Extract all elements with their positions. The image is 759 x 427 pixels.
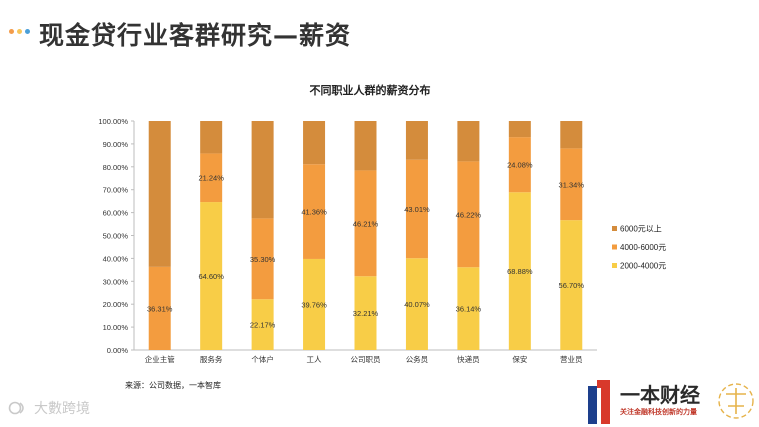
x-tick-label: 个体户 (251, 354, 274, 364)
bar-segment-1 (148, 266, 171, 350)
watermark-logo-icon (8, 401, 24, 415)
bar-segment-2 (200, 121, 223, 154)
data-label: 22.17% (250, 321, 276, 330)
data-label: 39.76% (301, 300, 327, 309)
title-dot (17, 29, 22, 34)
title-dot (25, 29, 30, 34)
bar-segment-0 (354, 276, 377, 350)
bar-segment-2 (303, 121, 326, 165)
y-tick-label: 50.00% (103, 232, 129, 241)
legend-label: 4000-6000元 (620, 243, 666, 252)
legend-label: 2000-4000元 (620, 262, 666, 271)
brand-seal-icon (718, 383, 754, 419)
page-title: 现金贷行业客群研究—薪资 (39, 21, 352, 50)
legend-swatch (612, 244, 617, 250)
data-label: 35.30% (250, 255, 276, 264)
bar-segment-1 (200, 153, 223, 203)
x-tick-label: 快递员 (457, 354, 480, 364)
y-tick-label: 10.00% (103, 323, 129, 332)
bar-segment-1 (560, 148, 583, 221)
bar-segment-0 (405, 258, 428, 350)
data-label: 64.60% (198, 272, 224, 281)
bar-segment-1 (457, 161, 480, 268)
data-label: 46.22% (456, 210, 482, 219)
y-tick-label: 30.00% (103, 277, 129, 286)
x-tick-label: 公司职员 (351, 355, 381, 364)
brand-name: 一本财经 (620, 383, 700, 407)
y-tick-label: 60.00% (103, 209, 129, 218)
y-tick-label: 80.00% (103, 163, 129, 172)
bar-segment-0 (560, 220, 583, 350)
watermark: 大數跨境 (8, 398, 90, 418)
bar-segment-2 (405, 121, 428, 160)
data-label: 32.21% (353, 309, 379, 318)
brand-block: 一本财经 关注金融科技创新的力量 (586, 375, 759, 427)
bar-segment-1 (251, 218, 274, 300)
x-tick-label: 保安 (512, 354, 527, 364)
brand-logo-icon (588, 380, 610, 424)
y-tick-label: 100.00% (98, 117, 128, 126)
source-note: 来源：公司数据，一本智库 (125, 381, 221, 390)
bar-segment-0 (508, 192, 531, 350)
bar-segment-2 (508, 121, 531, 138)
bar-segment-0 (200, 202, 223, 350)
legend-swatch (612, 226, 617, 231)
y-tick-label: 0.00% (107, 346, 129, 355)
data-label: 68.88% (507, 267, 533, 276)
watermark-text: 大數跨境 (34, 400, 90, 416)
y-tick-label: 90.00% (103, 140, 129, 149)
data-label: 24.08% (507, 161, 533, 170)
x-tick-label: 企业主管 (145, 354, 175, 364)
title-dot (9, 29, 14, 34)
bar-segment-1 (354, 170, 377, 277)
data-label: 40.07% (404, 300, 430, 309)
y-tick-label: 40.00% (103, 254, 129, 263)
x-tick-label: 服务务 (200, 354, 223, 364)
data-label: 43.01% (404, 205, 430, 214)
y-tick-label: 20.00% (103, 300, 129, 309)
bar-segment-0 (303, 258, 326, 350)
bar-segment-2 (354, 121, 377, 171)
x-tick-label: 工人 (307, 355, 322, 364)
bar-segment-0 (251, 299, 274, 350)
bar-segment-2 (560, 121, 583, 149)
data-label: 56.70% (559, 281, 585, 290)
data-label: 36.14% (456, 305, 482, 314)
title-dots (9, 29, 30, 34)
data-label: 36.31% (147, 304, 173, 313)
data-label: 21.24% (198, 174, 224, 183)
legend-label: 6000元以上 (620, 225, 662, 234)
x-tick-label: 营业员 (560, 354, 583, 364)
chart-title: 不同职业人群的薪资分布 (310, 83, 431, 97)
bar-segment-1 (405, 159, 428, 259)
page-header: 现金贷行业客群研究—薪资 (0, 0, 759, 62)
bar-segment-2 (251, 121, 274, 219)
brand-slogan: 关注金融科技创新的力量 (620, 409, 697, 416)
legend-swatch (612, 263, 617, 268)
bar-segment-2 (457, 121, 480, 162)
bar-segment-1 (303, 164, 326, 259)
data-label: 46.21% (353, 219, 379, 228)
bar-segment-0 (457, 267, 480, 350)
bar-segment-1 (508, 137, 531, 193)
y-tick-label: 70.00% (103, 186, 129, 195)
data-label: 41.36% (301, 208, 327, 217)
data-label: 31.34% (559, 180, 585, 189)
bar-segment-2 (148, 121, 171, 267)
x-tick-label: 公务员 (406, 354, 429, 364)
